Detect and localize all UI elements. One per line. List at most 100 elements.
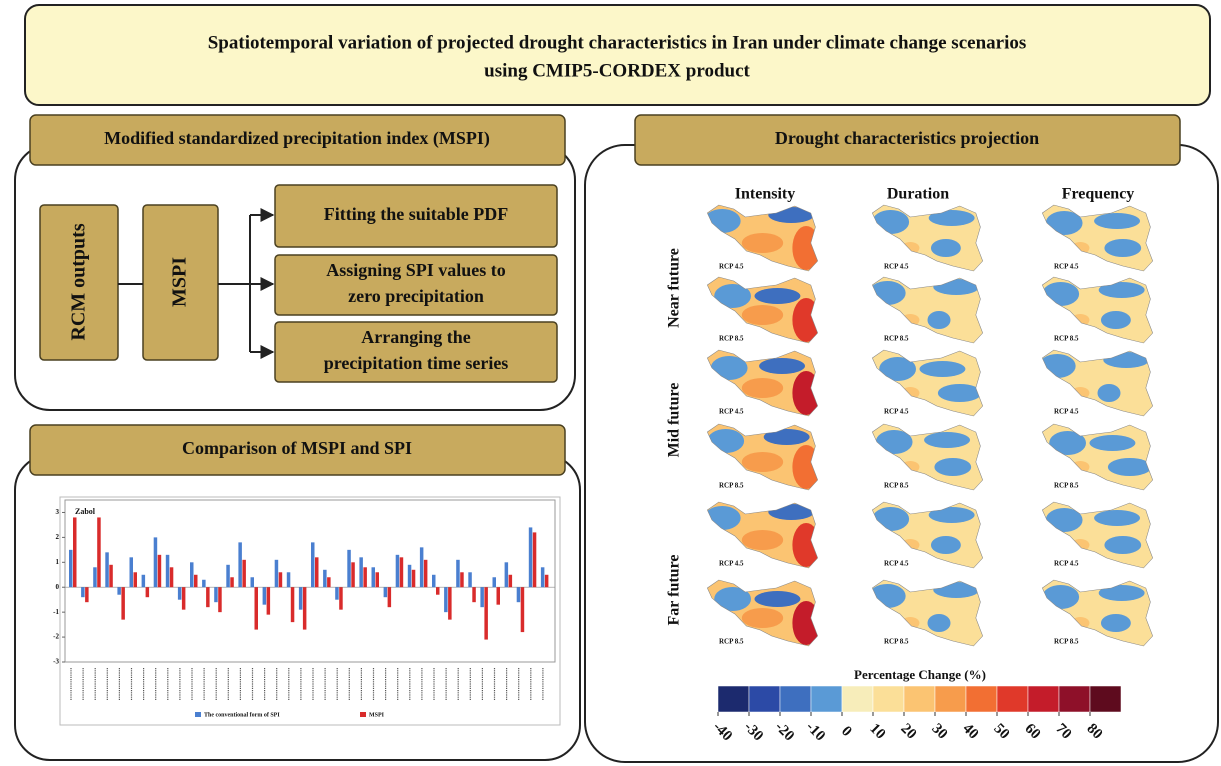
map-outline — [706, 349, 819, 417]
period-label: Near future — [666, 248, 683, 328]
panel-heading: Comparison of MSPI and SPI — [182, 438, 412, 458]
map-outline — [1041, 349, 1154, 417]
panel-heading: Modified standardized precipitation inde… — [104, 128, 490, 149]
colorbar-cell — [748, 685, 781, 713]
bar — [145, 587, 150, 598]
map-outline — [706, 423, 819, 491]
bar — [81, 587, 85, 598]
bar — [97, 517, 101, 588]
bar — [508, 574, 513, 588]
scenario-label: RCP 4.5 — [1054, 560, 1079, 568]
bar — [496, 587, 500, 605]
bar — [286, 572, 291, 588]
bar — [432, 574, 436, 588]
chart-frame — [59, 496, 561, 726]
bar — [141, 574, 146, 588]
map-zone — [714, 284, 751, 308]
map-outline — [706, 579, 819, 647]
scenario-label: RCP 8.5 — [884, 638, 909, 646]
bar — [311, 542, 315, 588]
colorbar-cell — [872, 685, 905, 713]
bar — [266, 587, 271, 615]
colorbar-cell — [810, 685, 843, 713]
bar — [117, 587, 121, 595]
map-outline — [1041, 276, 1154, 344]
map-outline — [706, 501, 819, 569]
plot-area — [64, 499, 556, 663]
scenario-label: RCP 4.5 — [1054, 263, 1079, 271]
map-zone — [924, 432, 971, 448]
scenario-label: RCP 4.5 — [719, 263, 744, 271]
bar — [399, 557, 404, 588]
scenario-label: RCP 4.5 — [884, 560, 909, 568]
step-label: zero precipitation — [348, 286, 484, 306]
map-zone — [763, 429, 810, 445]
index-box — [142, 204, 219, 361]
map-outline — [871, 423, 984, 491]
input-label: RCM outputs — [68, 223, 90, 340]
map-fill — [1042, 424, 1153, 490]
legend-swatch — [360, 712, 366, 717]
map-zone — [937, 384, 982, 402]
title-box — [24, 4, 1211, 106]
bar — [169, 567, 174, 588]
chart-title: Zabol — [75, 507, 96, 516]
bar — [226, 564, 230, 588]
panel-heading-box — [29, 114, 566, 166]
bar — [278, 572, 283, 588]
map-zone — [879, 357, 916, 381]
bar — [347, 549, 351, 588]
bar — [121, 587, 125, 620]
bar — [214, 587, 218, 603]
map-zone — [1098, 282, 1145, 298]
bar — [165, 554, 170, 588]
map-outline — [871, 349, 984, 417]
map-outline — [871, 579, 984, 647]
bar — [105, 552, 109, 588]
scenario-label: RCP 4.5 — [719, 560, 744, 568]
bar — [351, 562, 355, 588]
map-zone — [741, 608, 784, 628]
step-box — [274, 321, 558, 383]
map-zone — [875, 430, 913, 454]
colorbar-cell — [903, 685, 936, 713]
bar — [363, 567, 367, 588]
bar — [411, 569, 416, 588]
bar — [528, 527, 533, 588]
column-label: Frequency — [1062, 186, 1135, 203]
scenario-label: RCP 8.5 — [719, 335, 744, 343]
map-outline — [706, 276, 819, 344]
map-zone — [934, 458, 972, 476]
map-zone — [1089, 435, 1136, 451]
bar — [290, 587, 295, 623]
map-outline — [1041, 204, 1154, 272]
map-zone — [1100, 311, 1131, 329]
bar — [387, 587, 392, 608]
bar — [480, 587, 484, 608]
panel-heading: Drought characteristics projection — [775, 128, 1039, 148]
bar — [250, 577, 254, 588]
bar — [544, 574, 549, 588]
map-zone — [1045, 508, 1083, 532]
panel-heading-box — [634, 114, 1181, 166]
bar — [206, 587, 210, 608]
map-zone — [714, 587, 751, 611]
scenario-label: RCP 8.5 — [1054, 638, 1079, 646]
scenario-label: RCP 8.5 — [719, 638, 744, 646]
y-tick-label: 0 — [56, 583, 60, 591]
bar — [456, 559, 460, 588]
bar — [516, 587, 521, 603]
bar — [540, 567, 545, 588]
bar — [73, 517, 77, 588]
scenario-label: RCP 4.5 — [719, 408, 744, 416]
scenario-label: RCP 8.5 — [1054, 482, 1079, 490]
y-tick-label: -2 — [53, 633, 59, 641]
bar — [93, 567, 97, 588]
bar — [177, 587, 182, 600]
map-outline — [871, 501, 984, 569]
bar — [230, 577, 234, 588]
bar — [532, 532, 537, 588]
colorbar-cell — [1089, 685, 1122, 713]
bar — [274, 559, 279, 588]
